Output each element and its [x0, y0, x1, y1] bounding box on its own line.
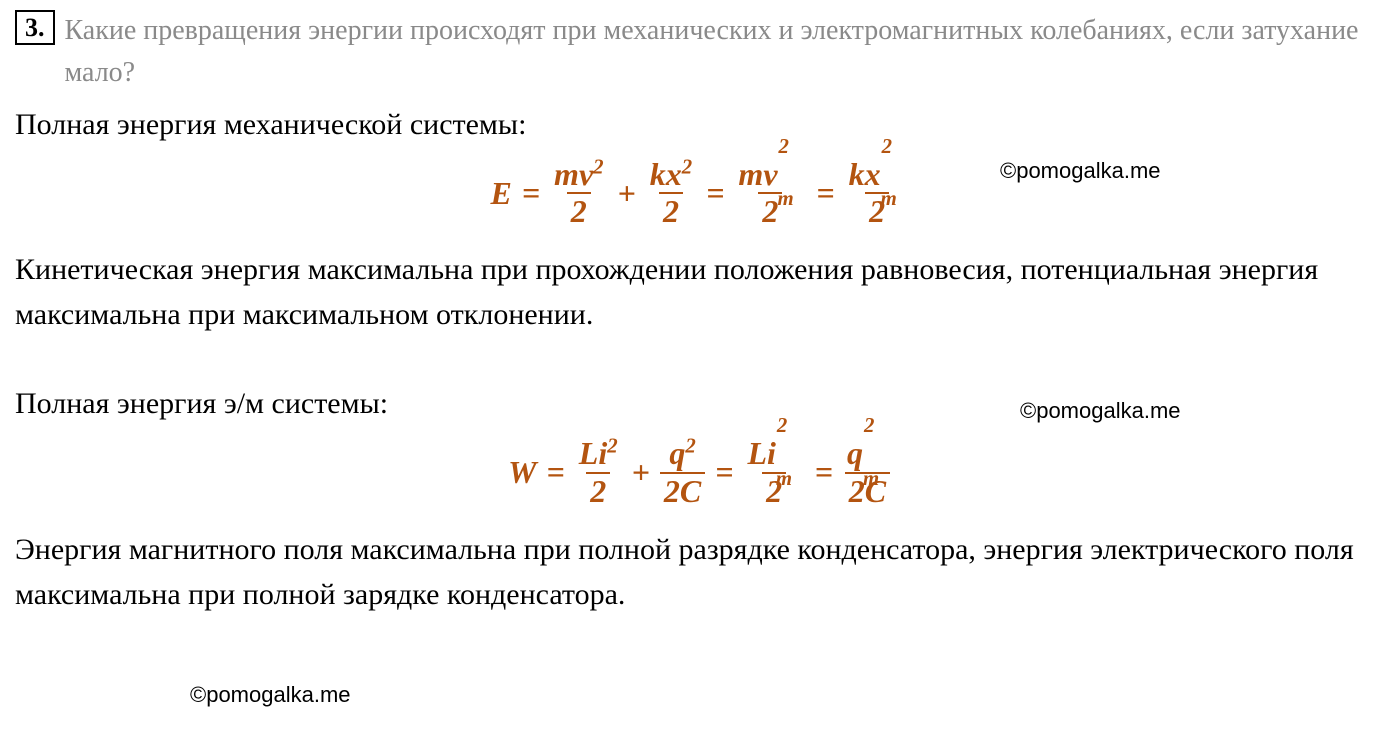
- watermark-3: ©pomogalka.me: [190, 682, 351, 708]
- equals-sign: =: [815, 454, 833, 491]
- equals-sign: =: [522, 175, 540, 212]
- mechanical-energy-formula: E = mv2 2 + kx2 2 = mvm2m 2 = kxm2m 2: [15, 157, 1385, 229]
- formula-lhs: E: [490, 175, 511, 212]
- question-number: 3.: [15, 10, 55, 45]
- electromagnetic-energy-formula: W = Li2 2 + q2 2C = Lim2m 2 = qm2m 2C: [15, 436, 1385, 508]
- equals-sign: =: [816, 175, 834, 212]
- watermark-2: ©pomogalka.me: [1020, 398, 1181, 424]
- equals-sign: =: [547, 454, 565, 491]
- mechanical-heading: Полная энергия механической системы:: [15, 102, 1385, 147]
- equals-sign: =: [715, 454, 733, 491]
- max-kinetic-term: mvm2m 2: [734, 157, 806, 229]
- plus-sign: +: [632, 454, 650, 491]
- max-magnetic-term: Lim2m 2: [743, 436, 804, 508]
- formula-lhs: W: [508, 454, 536, 491]
- watermark-1: ©pomogalka.me: [1000, 158, 1161, 184]
- potential-term: kx2 2: [646, 157, 696, 229]
- electric-term: q2 2C: [660, 436, 705, 508]
- max-electric-term: qm2m 2C: [843, 436, 892, 508]
- kinetic-term: mv2 2: [550, 157, 608, 229]
- section-gap: [15, 343, 1385, 375]
- mechanical-explanation: Кинетическая энергия максимальна при про…: [15, 247, 1385, 337]
- magnetic-term: Li2 2: [575, 436, 622, 508]
- question-row: 3. Какие превращения энергии происходят …: [15, 10, 1385, 94]
- question-text: Какие превращения энергии происходят при…: [65, 10, 1386, 94]
- plus-sign: +: [618, 175, 636, 212]
- electromagnetic-explanation: Энергия магнитного поля максимальна при …: [15, 527, 1385, 617]
- equals-sign: =: [706, 175, 724, 212]
- max-potential-term: kxm2m 2: [845, 157, 910, 229]
